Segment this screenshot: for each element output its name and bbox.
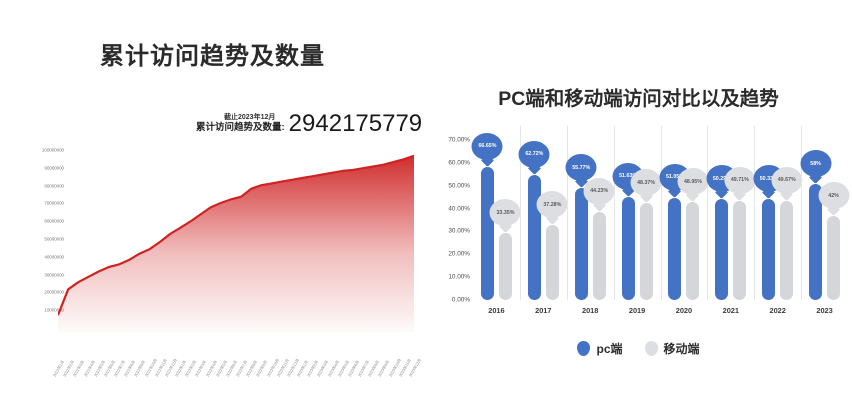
legend-swatch-pc-icon: [577, 341, 591, 356]
bar-y-tick: 60.00%: [448, 159, 470, 167]
bar-value-label: 66.65%: [471, 132, 503, 160]
bar-pc-2016[interactable]: 66.65%: [471, 132, 503, 300]
bar-x-tick: 2020: [675, 306, 693, 315]
bar-pair: 50.29% 49.71%: [706, 140, 756, 300]
legend-label: pc端: [596, 342, 623, 356]
bar-mobile-2018[interactable]: 44.23%: [583, 177, 615, 300]
pc-mobile-comparison-panel: PC端和移动端访问对比以及趋势 70.00% 60.00% 50.00% 40.00%…: [425, 0, 852, 411]
bar-pair: 51.05% 48.95%: [659, 140, 709, 300]
bar-pair: 58% 42%: [800, 140, 850, 300]
bar-mobile-2019[interactable]: 48.37%: [630, 169, 662, 300]
bar-chart-plot-area: 66.65% 33.35% 62.72% 37.28% 55.77% 44.23% 51.6…: [471, 126, 850, 300]
bar-pc-2020[interactable]: 51.05%: [659, 163, 691, 300]
bar-value-label: 33.35%: [489, 199, 521, 227]
left-y-tick: 30000000: [44, 272, 64, 278]
left-y-tick: 50000000: [44, 236, 64, 242]
bar-y-tick: 30.00%: [448, 227, 470, 235]
kpi-caption: 截止2023年12月: [224, 114, 276, 121]
bar-group: 66.65% 33.35%: [471, 132, 521, 300]
bar-value-label: 58%: [800, 150, 832, 177]
right-chart-title: PC端和移动端访问对比以及趋势: [498, 88, 779, 110]
bar-value-label: 49.71%: [724, 166, 756, 194]
bar-group: 50.29% 49.71%: [706, 126, 756, 300]
bar-pair: 51.63% 48.37%: [612, 140, 662, 300]
legend-swatch-mobile-icon: [644, 341, 658, 356]
bar-y-tick: 10.00%: [448, 273, 470, 281]
kpi-label: 累计访问趋势及数量:: [196, 122, 285, 133]
bar-chart-legend: pc端 移动端: [425, 340, 852, 357]
cumulative-visits-panel: 累计访问趋势及数量 截止2023年12月 累计访问趋势及数量: 29421757…: [0, 0, 425, 411]
bar-y-tick: 20.00%: [448, 250, 470, 258]
bar-pc-2023[interactable]: 58%: [800, 150, 832, 300]
bar-mobile-2016[interactable]: 33.35%: [489, 199, 521, 300]
area-fill: [58, 155, 414, 332]
legend-item-mobile[interactable]: 移动端: [644, 340, 700, 357]
bar-pc-2022[interactable]: 50.33%: [753, 165, 785, 300]
bar-x-tick: 2019: [628, 306, 646, 315]
bar-value-label: 48.37%: [630, 169, 662, 197]
bar-value-label: 49.67%: [771, 166, 803, 194]
bar-x-tick: 2017: [535, 306, 552, 315]
legend-label: 移动端: [663, 342, 700, 356]
bar-value-label: 62.72%: [518, 140, 550, 168]
left-y-tick: 100000000: [41, 147, 64, 153]
bar-pair: 62.72% 37.28%: [518, 140, 568, 300]
left-y-tick: 80000000: [44, 183, 64, 189]
bar-group: 55.77% 44.23%: [565, 126, 615, 300]
left-y-tick: 20000000: [44, 289, 64, 295]
kpi-value: 2942175779: [288, 110, 423, 137]
bar-pc-2017[interactable]: 62.72%: [518, 140, 550, 300]
bar-pair: 55.77% 44.23%: [565, 140, 615, 300]
left-chart-y-axis: 100000000 90000000 80000000 70000000 6000000…: [22, 140, 66, 332]
bar-chart-y-axis: 70.00% 60.00% 50.00% 40.00% 30.00% 20.00% 10.0…: [425, 136, 473, 304]
left-y-tick: 40000000: [44, 254, 64, 260]
bar-mobile-2020[interactable]: 48.95%: [677, 168, 709, 300]
bar-pair: 66.65% 33.35%: [471, 132, 521, 300]
bar-group: 62.72% 37.28%: [518, 126, 568, 300]
bar-value-label: 42%: [818, 182, 850, 209]
bar-pc-2019[interactable]: 51.63%: [612, 162, 644, 300]
left-y-tick: 60000000: [44, 218, 64, 224]
bar-group: 58% 42%: [800, 126, 850, 300]
bar-value-label: 37.28%: [536, 191, 568, 219]
bar-value-label: 55.77%: [565, 154, 597, 182]
left-y-tick: 70000000: [44, 200, 64, 206]
kpi-block: 截止2023年12月 累计访问趋势及数量: 2942175779: [196, 112, 422, 136]
bar-group: 51.63% 48.37%: [612, 126, 662, 300]
bar-value-label: 48.95%: [677, 168, 709, 196]
left-y-tick: 90000000: [44, 165, 64, 171]
bar-y-tick: 50.00%: [448, 182, 470, 190]
bar-mobile-2017[interactable]: 37.28%: [536, 191, 568, 300]
left-chart-x-axis: 2021年1月 2021年2月 2021年3月 2021年4月 2021年5月 2021年…: [22, 332, 422, 392]
bar-x-tick: 2021: [722, 306, 740, 315]
bar-group: 51.05% 48.95%: [659, 126, 709, 300]
bar-x-tick: 2023: [816, 306, 833, 315]
pc-mobile-bar-chart: 70.00% 60.00% 50.00% 40.00% 30.00% 20.00% 10.0…: [425, 126, 852, 330]
bar-pc-2018[interactable]: 55.77%: [565, 154, 597, 300]
bar-value-label: 44.23%: [583, 177, 615, 205]
bar-y-tick: 40.00%: [448, 205, 470, 213]
area-series-svg: [56, 154, 415, 332]
kpi-label-group: 截止2023年12月 累计访问趋势及数量:: [196, 113, 285, 136]
bar-y-tick: 0.00%: [451, 296, 470, 304]
cumulative-area-chart: 100000000 90000000 80000000 70000000 6000000…: [22, 140, 415, 332]
bar-pc-2021[interactable]: 50.29%: [706, 165, 738, 300]
bar-x-tick: 2018: [581, 306, 599, 315]
legend-item-pc[interactable]: pc端: [577, 340, 623, 357]
bar-x-tick: 2022: [769, 306, 786, 315]
left-chart-title: 累计访问趋势及数量: [100, 43, 325, 70]
bar-pair: 50.33% 49.67%: [753, 140, 803, 300]
left-chart-plot-area: [56, 140, 415, 332]
bar-chart-x-axis: 2016 2017 2018 2019 2020 2021 2022 2023: [473, 306, 848, 315]
bar-mobile-2023[interactable]: 42%: [818, 182, 850, 300]
left-y-tick: 10000000: [44, 307, 64, 313]
area-line: [56, 154, 415, 316]
bar-y-tick: 70.00%: [448, 136, 470, 144]
bar-x-tick: 2016: [488, 306, 505, 315]
bar-mobile-2021[interactable]: 49.71%: [724, 166, 756, 300]
bar-group: 50.33% 49.67%: [753, 126, 803, 300]
bar-mobile-2022[interactable]: 49.67%: [771, 166, 803, 300]
